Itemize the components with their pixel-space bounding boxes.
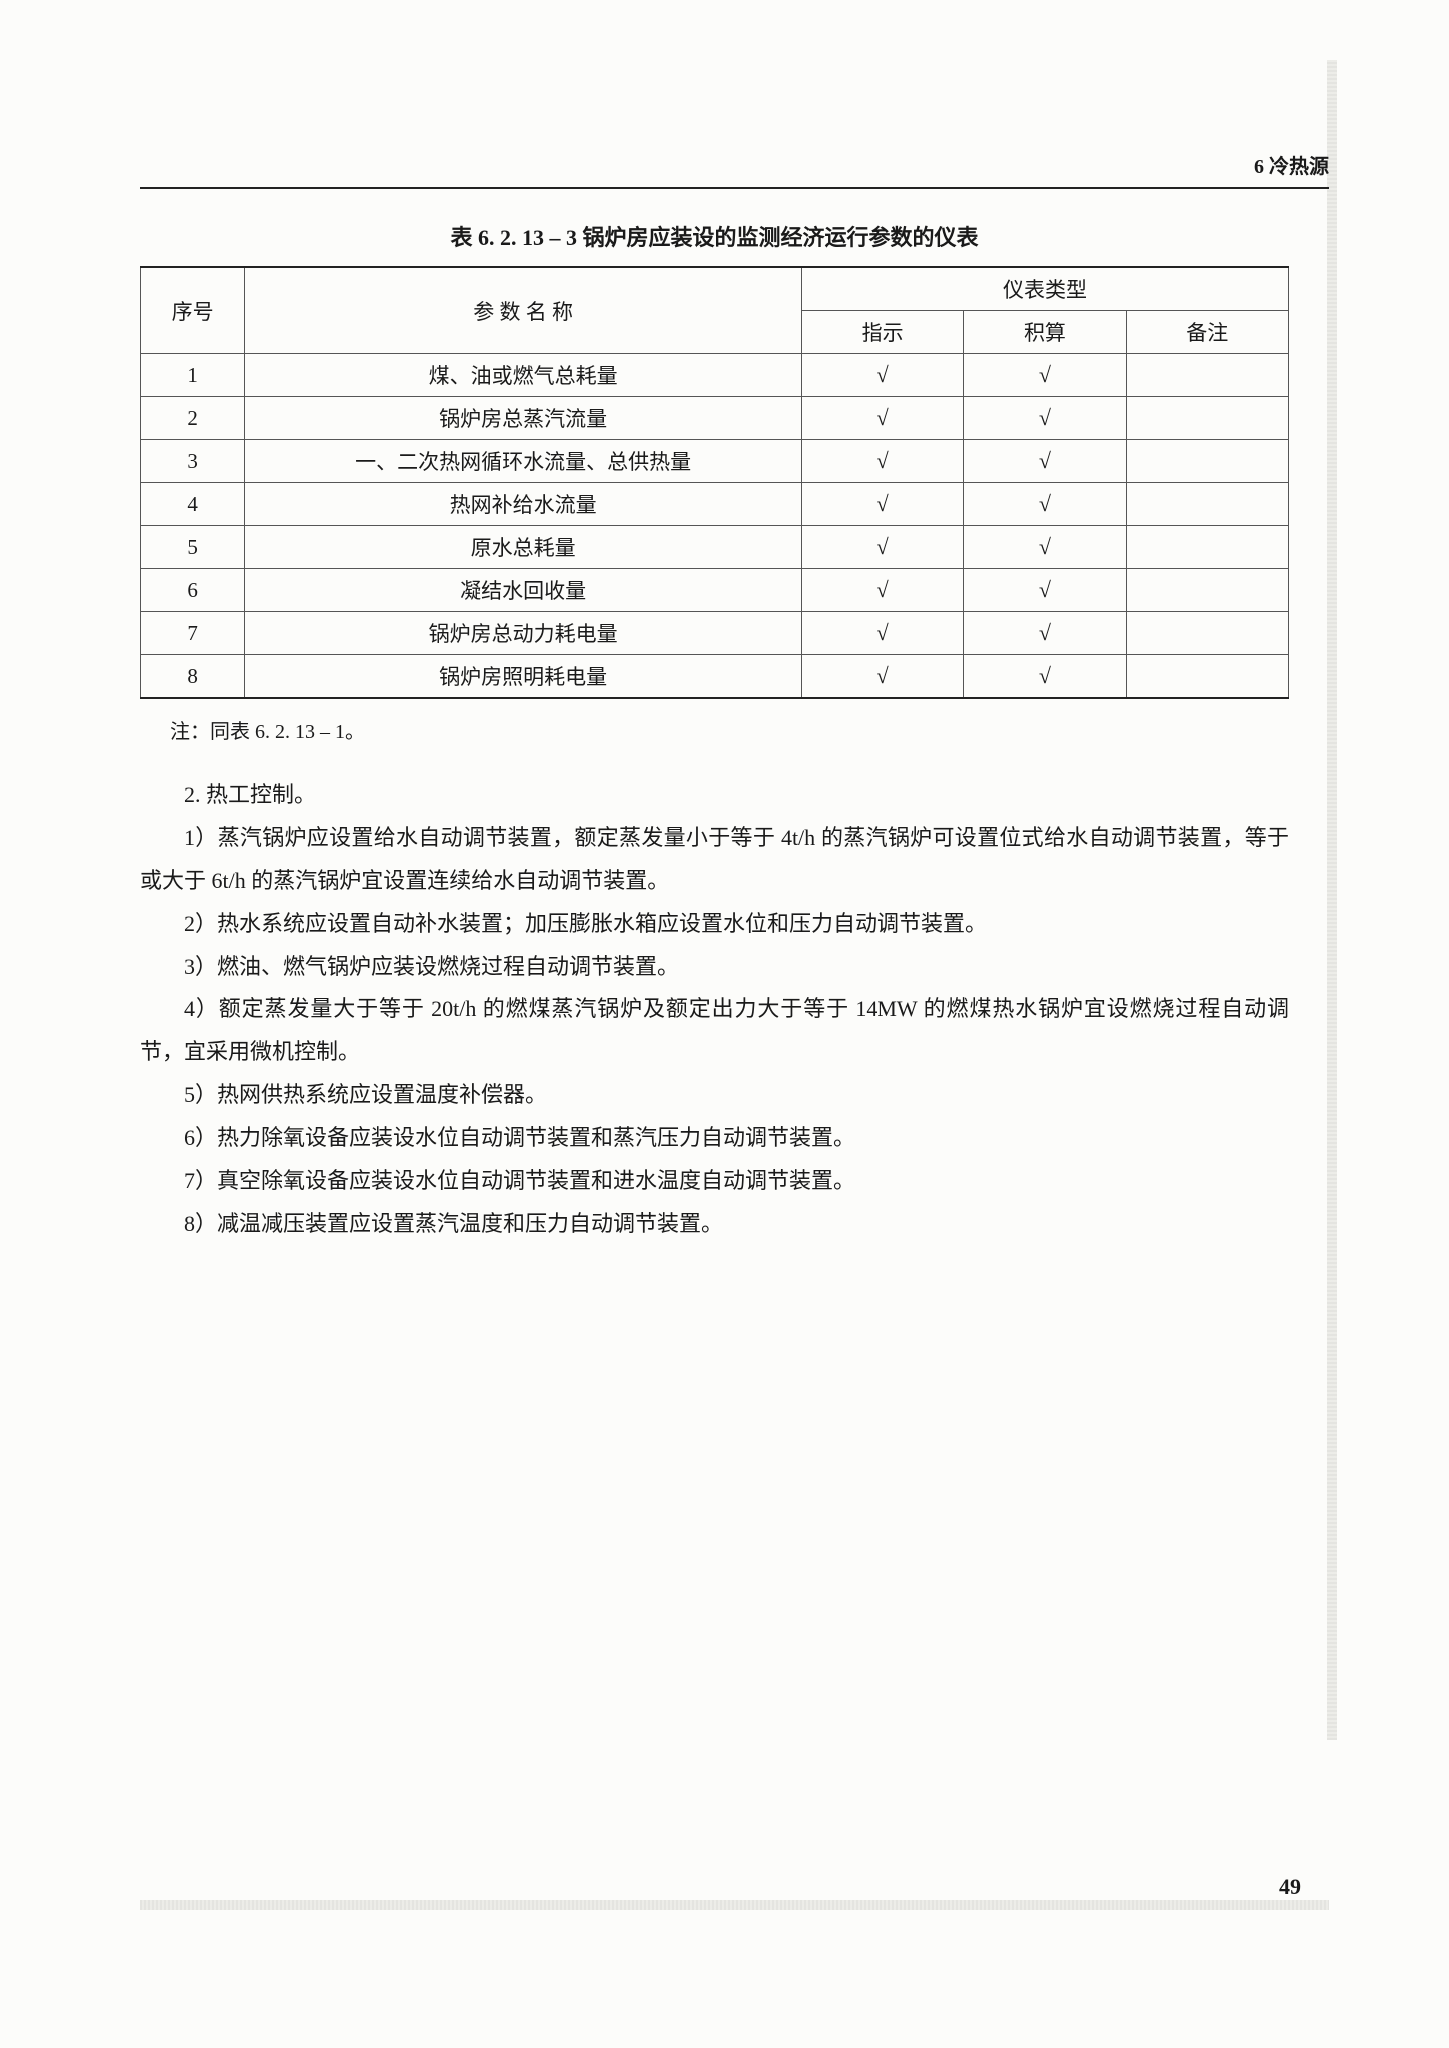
table-row: 3 一、二次热网循环水流量、总供热量 √ √ <box>141 440 1289 483</box>
th-seq: 序号 <box>141 267 245 354</box>
body-text: 2. 热工控制。 1）蒸汽锅炉应设置给水自动调节装置，额定蒸发量小于等于 4t/… <box>140 774 1289 1246</box>
para-7: 7）真空除氧设备应装设水位自动调节装置和进水温度自动调节装置。 <box>140 1160 1289 1203</box>
cell-indicator: √ <box>801 483 963 526</box>
cell-accumulator: √ <box>964 655 1126 699</box>
cell-remark <box>1126 612 1288 655</box>
table-row: 6 凝结水回收量 √ √ <box>141 569 1289 612</box>
cell-name: 原水总耗量 <box>245 526 802 569</box>
heading-2: 2. 热工控制。 <box>140 774 1289 817</box>
binding-strip <box>1327 60 1337 1740</box>
table-row: 5 原水总耗量 √ √ <box>141 526 1289 569</box>
table-header-row-1: 序号 参 数 名 称 仪表类型 <box>141 267 1289 311</box>
cell-name: 热网补给水流量 <box>245 483 802 526</box>
cell-indicator: √ <box>801 526 963 569</box>
cell-seq: 5 <box>141 526 245 569</box>
cell-name: 凝结水回收量 <box>245 569 802 612</box>
cell-seq: 7 <box>141 612 245 655</box>
page-content: 表 6. 2. 13 – 3 锅炉房应装设的监测经济运行参数的仪表 序号 参 数… <box>140 220 1289 1246</box>
para-4: 4）额定蒸发量大于等于 20t/h 的燃煤蒸汽锅炉及额定出力大于等于 14MW … <box>140 988 1289 1074</box>
cell-indicator: √ <box>801 440 963 483</box>
table-row: 4 热网补给水流量 √ √ <box>141 483 1289 526</box>
para-1: 1）蒸汽锅炉应设置给水自动调节装置，额定蒸发量小于等于 4t/h 的蒸汽锅炉可设… <box>140 817 1289 903</box>
th-accumulator: 积算 <box>964 311 1126 354</box>
cell-seq: 8 <box>141 655 245 699</box>
table-row: 2 锅炉房总蒸汽流量 √ √ <box>141 397 1289 440</box>
cell-remark <box>1126 397 1288 440</box>
cell-accumulator: √ <box>964 569 1126 612</box>
cell-remark <box>1126 354 1288 397</box>
th-type-group: 仪表类型 <box>801 267 1288 311</box>
th-indicator: 指示 <box>801 311 963 354</box>
cell-indicator: √ <box>801 569 963 612</box>
cell-accumulator: √ <box>964 483 1126 526</box>
para-3: 3）燃油、燃气锅炉应装设燃烧过程自动调节装置。 <box>140 946 1289 989</box>
table-body: 1 煤、油或燃气总耗量 √ √ 2 锅炉房总蒸汽流量 √ √ 3 一、二次热网循… <box>141 354 1289 699</box>
cell-name: 一、二次热网循环水流量、总供热量 <box>245 440 802 483</box>
cell-accumulator: √ <box>964 354 1126 397</box>
cell-remark <box>1126 526 1288 569</box>
cell-accumulator: √ <box>964 612 1126 655</box>
th-remark: 备注 <box>1126 311 1288 354</box>
table-footnote: 注：同表 6. 2. 13 – 1。 <box>170 715 1289 744</box>
para-2: 2）热水系统应设置自动补水装置；加压膨胀水箱应设置水位和压力自动调节装置。 <box>140 903 1289 946</box>
chapter-label: 6 冷热源 <box>1254 156 1329 178</box>
cell-seq: 2 <box>141 397 245 440</box>
cell-remark <box>1126 483 1288 526</box>
cell-seq: 1 <box>141 354 245 397</box>
cell-remark <box>1126 569 1288 612</box>
cell-seq: 4 <box>141 483 245 526</box>
instrument-table: 序号 参 数 名 称 仪表类型 指示 积算 备注 1 煤、油或燃气总耗量 √ √… <box>140 266 1289 699</box>
cell-name: 锅炉房总动力耗电量 <box>245 612 802 655</box>
para-5: 5）热网供热系统应设置温度补偿器。 <box>140 1074 1289 1117</box>
cell-remark <box>1126 440 1288 483</box>
cell-accumulator: √ <box>964 526 1126 569</box>
table-caption: 表 6. 2. 13 – 3 锅炉房应装设的监测经济运行参数的仪表 <box>140 220 1289 252</box>
cell-name: 煤、油或燃气总耗量 <box>245 354 802 397</box>
cell-seq: 3 <box>141 440 245 483</box>
cell-indicator: √ <box>801 397 963 440</box>
cell-indicator: √ <box>801 354 963 397</box>
page-number: 49 <box>1279 1874 1301 1900</box>
cell-remark <box>1126 655 1288 699</box>
para-8: 8）减温减压装置应设置蒸汽温度和压力自动调节装置。 <box>140 1203 1289 1246</box>
cell-name: 锅炉房总蒸汽流量 <box>245 397 802 440</box>
para-6: 6）热力除氧设备应装设水位自动调节装置和蒸汽压力自动调节装置。 <box>140 1117 1289 1160</box>
cell-indicator: √ <box>801 655 963 699</box>
cell-accumulator: √ <box>964 440 1126 483</box>
cell-name: 锅炉房照明耗电量 <box>245 655 802 699</box>
th-param: 参 数 名 称 <box>245 267 802 354</box>
cell-accumulator: √ <box>964 397 1126 440</box>
table-row: 8 锅炉房照明耗电量 √ √ <box>141 655 1289 699</box>
table-row: 7 锅炉房总动力耗电量 √ √ <box>141 612 1289 655</box>
cell-indicator: √ <box>801 612 963 655</box>
footer-strip <box>140 1900 1329 1910</box>
cell-seq: 6 <box>141 569 245 612</box>
page-header: 6 冷热源 <box>140 150 1329 189</box>
table-row: 1 煤、油或燃气总耗量 √ √ <box>141 354 1289 397</box>
